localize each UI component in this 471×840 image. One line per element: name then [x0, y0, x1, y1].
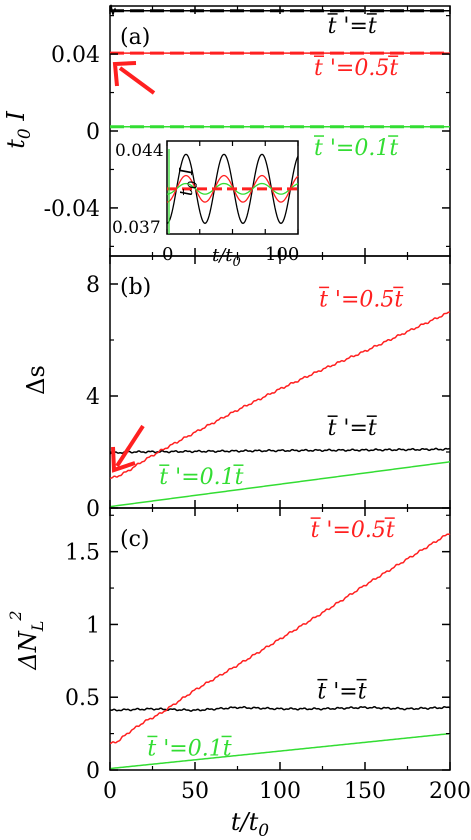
- panel-b-ylabel: Δs: [22, 365, 50, 395]
- inset-xtick-right: 100: [265, 244, 299, 265]
- annotation-a-black: t '=t: [328, 14, 377, 39]
- ytick-label: 0.04: [51, 43, 100, 68]
- panel-c-ylabel: ΔNL2: [6, 610, 47, 670]
- panel-b-arrow: [111, 424, 145, 473]
- panel-b-letter: (b): [120, 275, 151, 300]
- annotation-b-red: t '=0.5t: [319, 287, 403, 312]
- panel-b-plot: t '=0.5t t '=t t '=0.1t: [109, 286, 451, 508]
- inset-series-0: [166, 153, 299, 225]
- panel-a-yticks: -0.04 0 0.04: [44, 15, 450, 247]
- ytick-label: 1: [86, 613, 100, 638]
- series-line-2-green: [109, 461, 451, 508]
- xtick-label: 100: [259, 779, 301, 804]
- annotation-b-green: t '=0.1t: [159, 465, 243, 490]
- panel-c-xticks: 0 50 100 150 200: [103, 508, 471, 804]
- ytick-label: 0: [86, 497, 100, 522]
- inset-ylabel: t0 I: [176, 167, 201, 196]
- inset-plot: [166, 141, 299, 234]
- inset: 0.044 0.037 0 100 t/t0 t0 I: [112, 140, 299, 270]
- inset-xlabel: t/t0: [212, 245, 241, 270]
- annotation-a-green: t '=0.1t: [314, 136, 398, 161]
- panel-c-yticks: 0 0.5 1 1.5: [65, 514, 450, 784]
- ytick-label: 0: [86, 120, 100, 145]
- ytick-label: 8: [86, 273, 100, 298]
- series-line-3-green: [109, 732, 451, 770]
- annotation-a-red: t '=0.5t: [314, 56, 398, 81]
- panel-b: (b) t '=0.5t t '=t t '=0.1t 0 4 8 Δs: [22, 255, 451, 522]
- inset-ytick-top: 0.044: [115, 141, 164, 161]
- series-line-3-red: [109, 533, 451, 745]
- ytick-label: 0.5: [65, 686, 100, 711]
- panel-a-plot: t '=t t '=0.5t t '=0.1t: [109, 4, 450, 161]
- annotation-b-black: t '=t: [328, 416, 377, 441]
- xtick-label: 50: [181, 779, 209, 804]
- panel-c: (c) t '=0.5t t '=t t '=0.1t 0 0.5 1 1.5 0 50 10…: [6, 507, 471, 840]
- ytick-label: 4: [86, 385, 100, 410]
- inset-series-1: [166, 174, 299, 203]
- panel-a-letter: (a): [120, 25, 150, 50]
- panel-a-arrow: [112, 61, 156, 95]
- panel-c-letter: (c): [120, 527, 150, 552]
- ytick-label: 1.5: [65, 541, 100, 566]
- annotation-c-black: t '=t: [317, 680, 366, 705]
- panel-c-xlabel: t/t0: [231, 808, 269, 840]
- series-line-2-black: [109, 447, 451, 455]
- annotation-c-red: t '=0.5t: [311, 518, 395, 543]
- inset-ytick-bottom: 0.037: [112, 218, 161, 238]
- panel-c-plot: t '=0.5t t '=t t '=0.1t: [109, 517, 451, 770]
- annotation-c-green: t '=0.1t: [147, 736, 231, 761]
- series-line-2-red: [109, 311, 451, 479]
- inset-xtick-left: 0: [162, 244, 173, 265]
- panel-a-ylabel: t0 I: [2, 111, 35, 149]
- panel-b-xticks: [109, 256, 451, 508]
- series-line-3-black: [109, 705, 451, 712]
- xtick-label: 150: [344, 779, 386, 804]
- xtick-label: 0: [103, 779, 117, 804]
- panel-a: (a) t '=t t '=0.5t t '=0.1t -0.04 0 0.04 t0 …: [2, 4, 451, 270]
- ytick-label: -0.04: [44, 197, 100, 222]
- xtick-label: 200: [429, 779, 471, 804]
- ytick-label: 0: [86, 759, 100, 784]
- panel-a-xticks: [109, 6, 451, 256]
